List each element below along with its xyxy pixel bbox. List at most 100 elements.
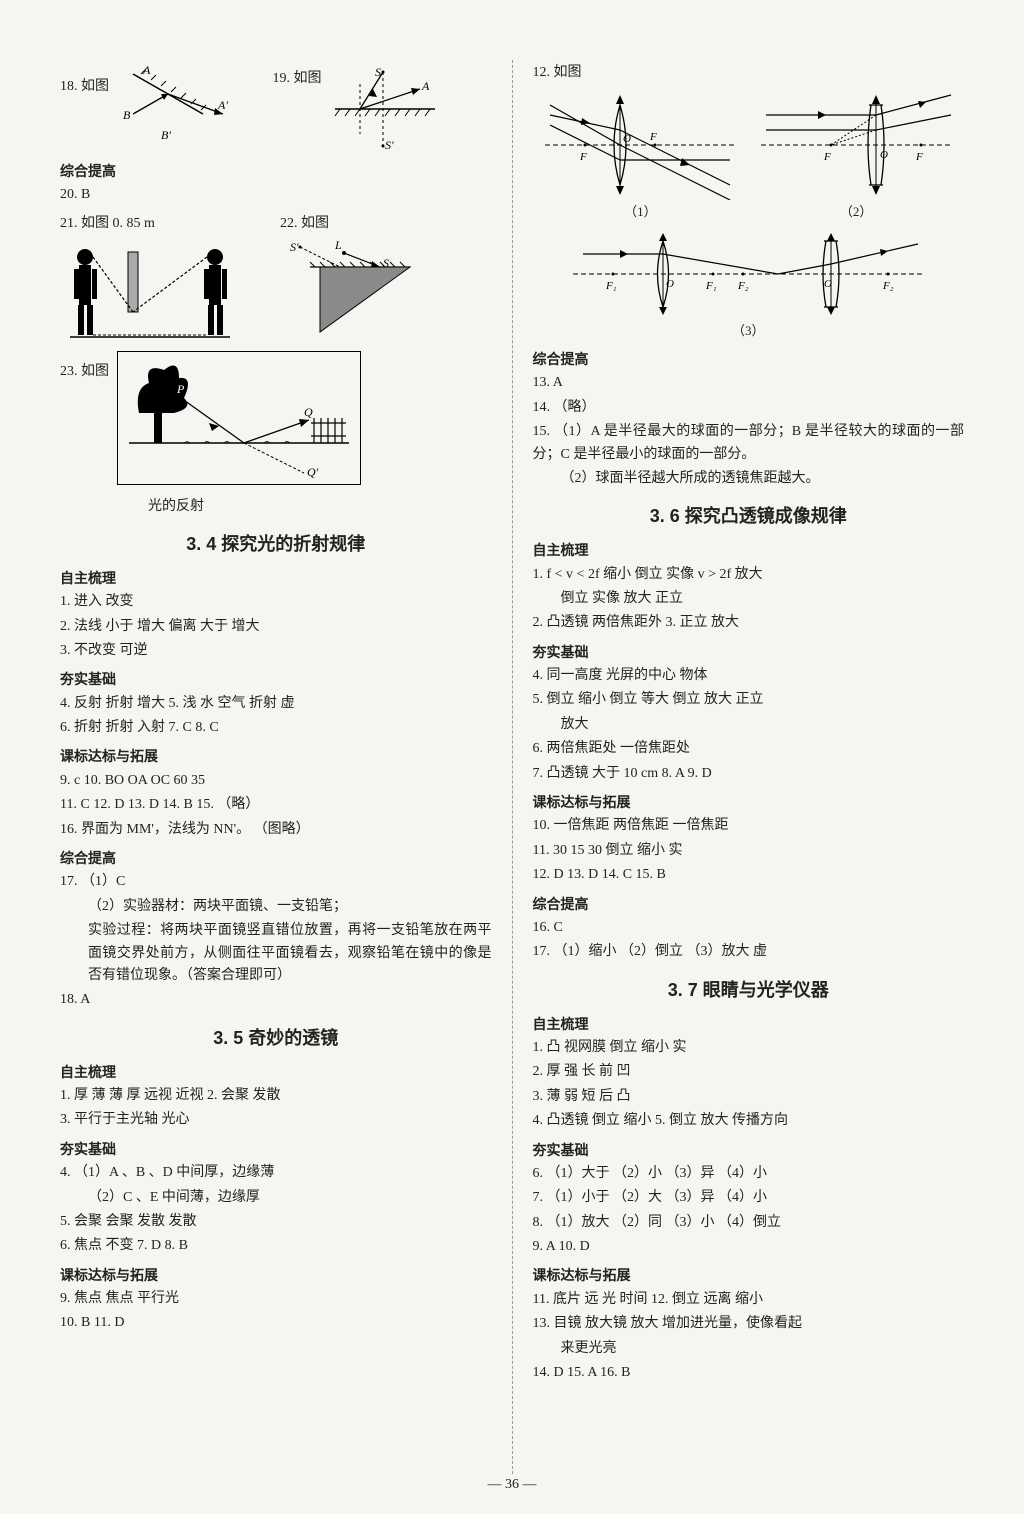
page-number: — 36 —	[0, 1474, 1024, 1496]
s37-11: 11. 底片 远 光 时间 12. 倒立 远离 缩小	[533, 1289, 965, 1311]
heading-kaoshi-3: 夯实基础	[533, 641, 965, 663]
svg-text:A: A	[142, 64, 151, 77]
s37-13b: 来更光亮	[533, 1338, 965, 1360]
fig23-box: P Q Q'	[117, 351, 361, 485]
s34-6: 6. 折射 折射 入射 7. C 8. C	[60, 717, 492, 739]
right-column: 12. 如图 O F F	[519, 60, 965, 1474]
fig23-icon: P Q Q'	[124, 358, 354, 478]
heading-zonghe-1: 综合提高	[60, 160, 492, 182]
s37-7: 7. （1）小于 （2）大 （3）异 （4）小	[533, 1187, 965, 1209]
r14: 14. （略）	[533, 397, 965, 419]
q18-block: 18. 如图	[60, 64, 233, 144]
r15b: （2）球面半径越大所成的透镜焦距越大。	[533, 468, 965, 490]
svg-text:A': A'	[217, 98, 228, 112]
s34-11: 11. C 12. D 13. D 14. B 15. （略）	[60, 794, 492, 816]
svg-text:Q: Q	[304, 405, 313, 419]
q19-block: 19. 如图 S	[273, 64, 446, 154]
s36-17: 17. （1）缩小 （2）倒立 （3）放大 虚	[533, 941, 965, 963]
s35-4a: 4. （1）A 、B 、D 中间厚，边缘薄	[60, 1162, 492, 1184]
s36-1a: 1. f < v < 2f 缩小 倒立 实像 v > 2f 放大	[533, 564, 965, 586]
heading-kebiao-2: 课标达标与拓展	[60, 1264, 492, 1286]
s36-16: 16. C	[533, 917, 965, 939]
svg-text:S': S'	[385, 138, 394, 152]
s36-5b: 放大	[533, 714, 965, 736]
s35-4b: （2）C 、E 中间薄，边缘厚	[60, 1187, 492, 1209]
heading-zizhu-1: 自主梳理	[60, 567, 492, 589]
s35-5: 5. 会聚 会聚 发散 发散	[60, 1211, 492, 1233]
svg-text:B': B'	[161, 128, 171, 142]
svg-text:F: F	[823, 151, 831, 163]
svg-text:P: P	[176, 382, 185, 396]
heading-kebiao-3: 课标达标与拓展	[533, 791, 965, 813]
s34-16: 16. 界面为 MM'，法线为 NN'。 （图略）	[60, 819, 492, 841]
s36-12: 12. D 13. D 14. C 15. B	[533, 864, 965, 886]
svg-text:F₁: F₁	[705, 280, 717, 292]
lens3-icon: O F₁ F₁ F₂	[568, 229, 928, 319]
q21-label: 21. 如图 0. 85 m	[60, 213, 240, 235]
heading-zizhu-4: 自主梳理	[533, 1013, 965, 1035]
lens1-icon: O F F	[540, 90, 740, 200]
lens1-caption: （1）	[540, 202, 740, 223]
fig18-icon: A B B' A'	[113, 64, 233, 144]
s36-1b: 倒立 实像 放大 正立	[533, 588, 965, 610]
lens3-block: O F₁ F₁ F₂	[568, 229, 928, 342]
heading-kaoshi-2: 夯实基础	[60, 1138, 492, 1160]
svg-text:F₂: F₂	[882, 280, 894, 292]
s37-3: 3. 薄 弱 短 后 凸	[533, 1086, 965, 1108]
lens2-icon: O F F	[756, 90, 956, 200]
s37-8: 8. （1）放大 （2）同 （3）小 （4）倒立	[533, 1212, 965, 1234]
s34-17c: 实验过程：将两块平面镜竖直错位放置，再将一支铅笔放在两平面镜交界处前方，从侧面往…	[60, 920, 492, 987]
svg-text:L: L	[334, 238, 342, 252]
s34-1: 1. 进入 改变	[60, 591, 492, 613]
q22-block: 22. 如图 S' L S	[280, 211, 420, 337]
s36-4: 4. 同一高度 光屏的中心 物体	[533, 665, 965, 687]
s34-9: 9. c 10. BO OA OC 60 35	[60, 770, 492, 792]
s37-1: 1. 凸 视网膜 倒立 缩小 实	[533, 1037, 965, 1059]
s35-6: 6. 焦点 不变 7. D 8. B	[60, 1235, 492, 1257]
fig22-icon: S' L S	[280, 237, 420, 337]
lens3-caption: （3）	[568, 321, 928, 342]
heading-zizhu-2: 自主梳理	[60, 1061, 492, 1083]
s37-2: 2. 厚 强 长 前 凹	[533, 1061, 965, 1083]
lens2-caption: （2）	[756, 202, 956, 223]
svg-text:O: O	[880, 149, 888, 161]
heading-zizhu-3: 自主梳理	[533, 539, 965, 561]
svg-text:F: F	[915, 151, 923, 163]
svg-text:F: F	[649, 131, 657, 143]
heading-kaoshi-4: 夯实基础	[533, 1139, 965, 1161]
s34-4: 4. 反射 折射 增大 5. 浅 水 空气 折射 虚	[60, 693, 492, 715]
svg-text:A: A	[421, 79, 430, 93]
svg-text:O: O	[666, 278, 674, 290]
s35-9: 9. 焦点 焦点 平行光	[60, 1288, 492, 1310]
q18-label: 18. 如图	[60, 76, 109, 98]
q12-label: 12. 如图	[533, 62, 965, 84]
section-3-6-title: 3. 6 探究凸透镜成像规律	[533, 502, 965, 531]
s36-6: 6. 两倍焦距处 一倍焦距处	[533, 738, 965, 760]
column-divider	[512, 60, 513, 1474]
q23-caption: 光的反射	[120, 496, 492, 518]
svg-text:F₂: F₂	[737, 280, 749, 292]
s34-17a: 17. （1）C	[60, 871, 492, 893]
heading-zonghe-4: 综合提高	[533, 893, 965, 915]
s36-7: 7. 凸透镜 大于 10 cm 8. A 9. D	[533, 763, 965, 785]
lens-row-2: O F₁ F₁ F₂	[533, 229, 965, 342]
s37-9: 9. A 10. D	[533, 1236, 965, 1258]
section-3-4-title: 3. 4 探究光的折射规律	[60, 530, 492, 559]
s37-6: 6. （1）大于 （2）小 （3）异 （4）小	[533, 1163, 965, 1185]
s34-17b: （2）实验器材：两块平面镜、一支铅笔；	[60, 896, 492, 918]
s34-2: 2. 法线 小于 增大 偏离 大于 增大	[60, 616, 492, 638]
heading-kaoshi-1: 夯实基础	[60, 668, 492, 690]
s36-11: 11. 30 15 30 倒立 缩小 实	[533, 840, 965, 862]
heading-zonghe-3: 综合提高	[533, 348, 965, 370]
r13: 13. A	[533, 372, 965, 394]
fig-row-21-22: 21. 如图 0. 85 m	[60, 211, 492, 347]
fig-row-18-19: 18. 如图	[60, 64, 492, 154]
s36-10: 10. 一倍焦距 两倍焦距 一倍焦距	[533, 815, 965, 837]
r15a: 15. （1）A 是半径最大的球面的一部分；B 是半径较大的球面的一部分；C 是…	[533, 421, 965, 466]
fig19-icon: S	[325, 64, 445, 154]
s35-1: 1. 厚 薄 薄 厚 远视 近视 2. 会聚 发散	[60, 1085, 492, 1107]
svg-text:B: B	[123, 108, 131, 122]
left-column: 18. 如图	[60, 60, 506, 1474]
q19-label: 19. 如图	[273, 68, 322, 90]
lens-row-1: O F F （1）	[533, 90, 965, 223]
